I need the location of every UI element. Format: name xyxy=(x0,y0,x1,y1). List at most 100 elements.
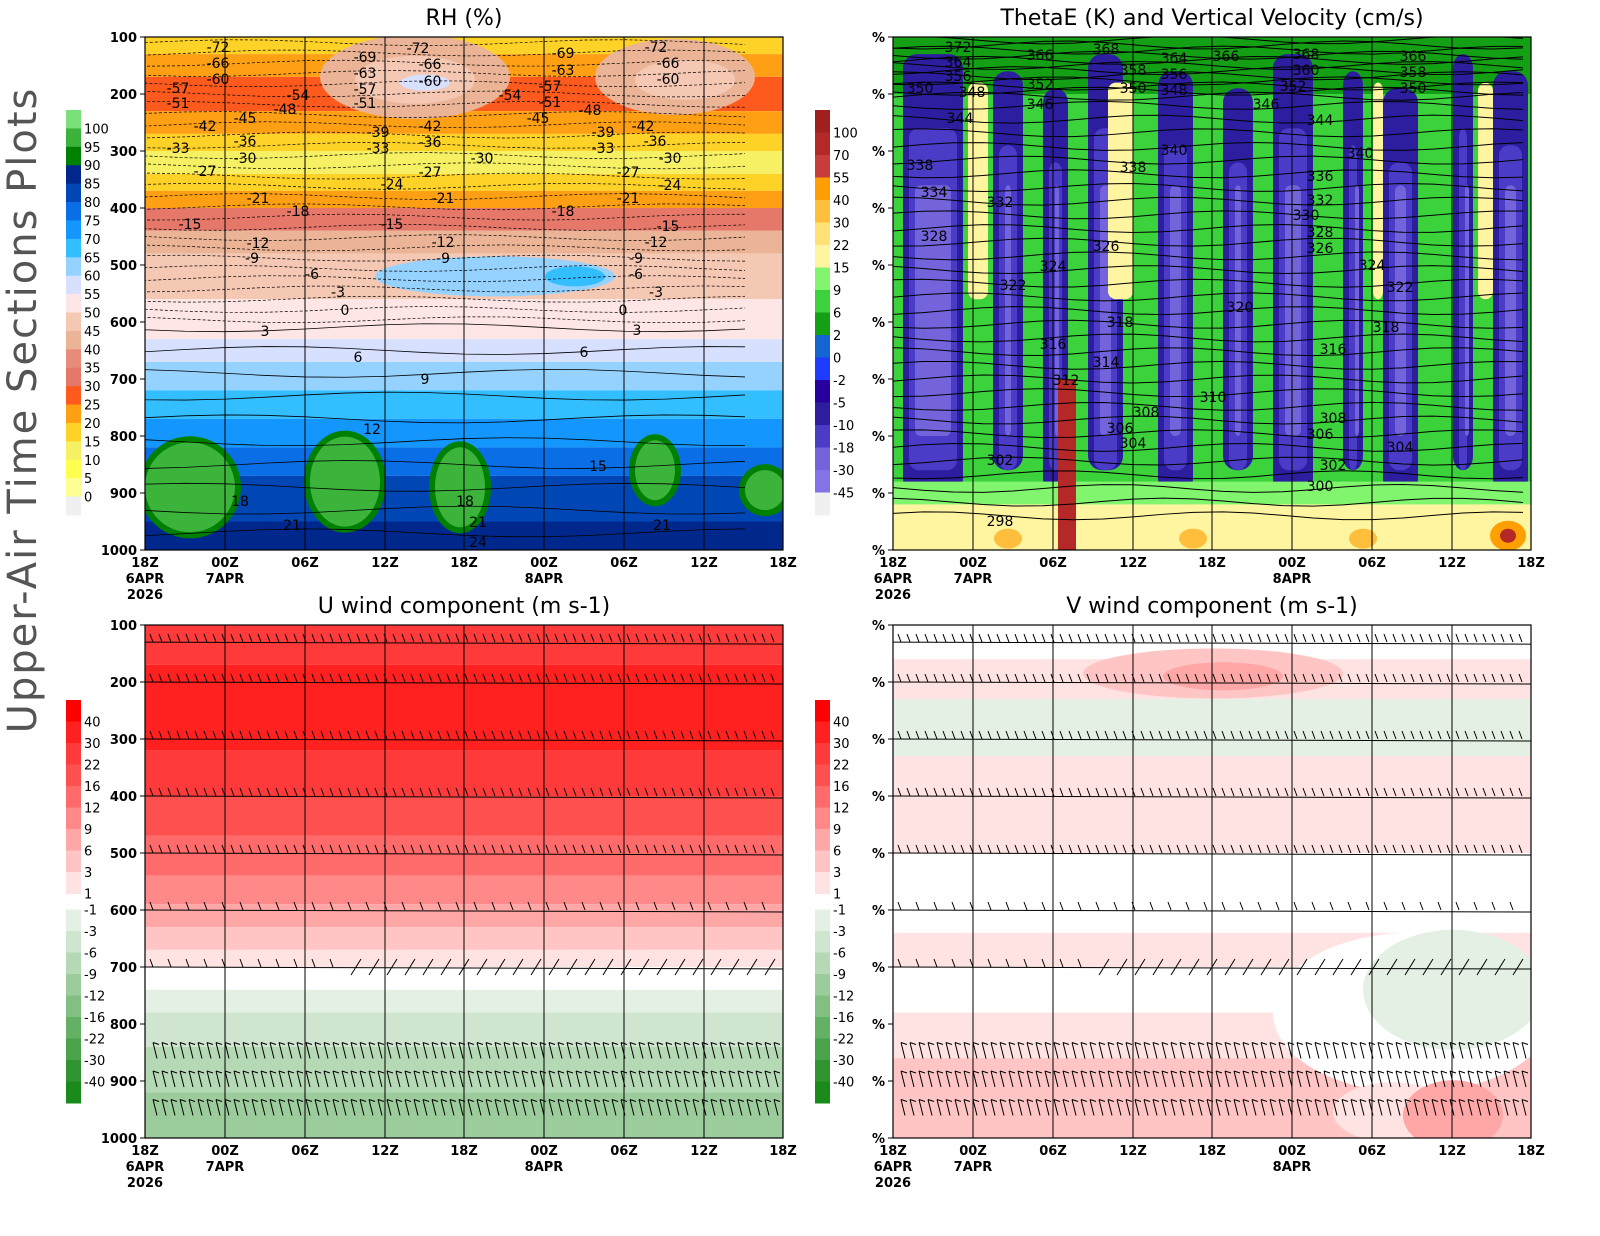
field xyxy=(893,37,1531,550)
contour-line xyxy=(145,49,746,57)
x-tick-label: 18Z xyxy=(879,556,907,571)
contour-label: 9 xyxy=(421,372,430,388)
x-date-label: 6APR xyxy=(126,1160,165,1175)
contour-label: 302 xyxy=(1320,458,1347,474)
colorbar-label: 25 xyxy=(84,399,101,414)
colorbar-swatch xyxy=(66,1017,81,1039)
contour-line xyxy=(145,306,746,313)
y-tick-label: 300 xyxy=(110,733,137,748)
y-tick-label: 400 xyxy=(110,790,137,805)
x-tick-label: 18Z xyxy=(769,556,797,571)
contour-label: -9 xyxy=(436,251,450,267)
contour-label: -42 xyxy=(632,119,655,135)
contour-label: 18 xyxy=(231,494,249,510)
y-tick-label: 500 xyxy=(110,847,137,862)
colorbar-swatch xyxy=(815,952,830,975)
contour-line xyxy=(145,203,746,211)
contour-label: 348 xyxy=(959,85,986,101)
contour-label: 364 xyxy=(945,55,972,71)
wind-barb-row xyxy=(893,730,1531,742)
colorbar-label: -9 xyxy=(84,968,97,983)
colorbar-label: 70 xyxy=(833,149,850,164)
y-tick-label: 400 xyxy=(110,202,137,217)
contour-label: 0 xyxy=(341,303,350,319)
colorbar-label: 3 xyxy=(84,866,92,881)
contour-line xyxy=(145,39,746,47)
plot-frame xyxy=(144,624,784,1139)
panel-3: U wind component (m s-1) 100 200 300 400 500 6… xyxy=(66,594,797,1191)
contour-line xyxy=(145,100,746,108)
colorbar-label: -22 xyxy=(833,1033,854,1048)
x-tick-label: 18Z xyxy=(1517,1144,1545,1159)
colorbar-label: 0 xyxy=(84,491,92,506)
colorbar-label: 80 xyxy=(84,196,101,211)
colorbar-label: 20 xyxy=(84,417,101,432)
field-column xyxy=(1058,379,1076,550)
contour-label: -57 xyxy=(167,81,190,97)
colorbar-swatch xyxy=(66,275,81,295)
contour-line xyxy=(145,121,746,129)
contour-label: -24 xyxy=(659,178,682,194)
colorbar-swatch xyxy=(66,367,81,387)
colorbar-swatch xyxy=(815,492,830,516)
contour-label: -18 xyxy=(552,204,575,220)
contour-label: -21 xyxy=(247,191,270,207)
wind-barb-row xyxy=(893,901,1531,913)
contour-line xyxy=(145,213,746,221)
contour-label: -72 xyxy=(407,41,430,57)
contour-label: -45 xyxy=(234,111,257,127)
contour-line xyxy=(145,224,746,231)
contour-label: 332 xyxy=(987,195,1014,211)
x-tick-label: 18Z xyxy=(450,1144,478,1159)
contour-line xyxy=(145,234,746,241)
colorbar-swatch xyxy=(815,1017,830,1039)
x-tick-label: 06Z xyxy=(291,1144,319,1159)
y-tick-label: 100 xyxy=(110,619,137,634)
contour-label: -27 xyxy=(617,165,640,181)
field xyxy=(893,625,1531,1138)
colorbar-swatch xyxy=(815,931,830,953)
colorbar-label: 6 xyxy=(84,845,92,860)
contour-label: 312 xyxy=(1053,373,1080,389)
contour-label: 350 xyxy=(1120,81,1147,97)
y-tick-label: % xyxy=(872,676,885,691)
contour-label: -12 xyxy=(432,235,455,251)
field-column xyxy=(1285,185,1301,436)
contour-label: -15 xyxy=(179,217,202,233)
contour-label: -30 xyxy=(471,151,494,167)
colorbar-swatch xyxy=(815,743,830,765)
colorbar-label: 22 xyxy=(84,759,101,774)
colorbar-swatch xyxy=(815,267,830,291)
colorbar-swatch xyxy=(815,700,830,722)
y-tick-label: % xyxy=(872,88,885,103)
colorbar-label: 9 xyxy=(833,823,841,838)
contour-label: 356 xyxy=(945,69,972,85)
contour-label: -27 xyxy=(419,165,442,181)
contour-label: 304 xyxy=(1120,436,1147,452)
colorbar-label: 9 xyxy=(833,284,841,299)
colorbar-label: 2 xyxy=(833,329,841,344)
field-column xyxy=(1055,185,1059,436)
colorbar-label: -9 xyxy=(833,968,846,983)
x-tick-label: 00Z xyxy=(1278,556,1306,571)
colorbar-swatch xyxy=(66,422,81,442)
colorbar-swatch xyxy=(815,155,830,178)
panel-1: RH (%)100200300400500600700800900100018Z… xyxy=(66,6,797,603)
field-column xyxy=(1355,185,1359,436)
contour-label: -48 xyxy=(274,102,297,118)
contour-label: 300 xyxy=(1307,479,1334,495)
y-tick-label: % xyxy=(872,733,885,748)
colorbar-swatch xyxy=(66,721,81,744)
x-tick-label: 12Z xyxy=(371,556,399,571)
colorbar: 1009590858075706560555045403530252015105… xyxy=(66,110,109,516)
x-tick-label: 12Z xyxy=(690,1144,718,1159)
contour-line xyxy=(145,59,746,67)
x-tick-label: 18Z xyxy=(450,556,478,571)
plot-frame xyxy=(892,36,1532,551)
contour-label: 318 xyxy=(1373,320,1400,336)
colorbar-swatch xyxy=(66,1081,81,1104)
colorbar-swatch xyxy=(815,995,830,1018)
contour-label: -12 xyxy=(247,236,270,252)
contour-label: -15 xyxy=(657,219,680,235)
